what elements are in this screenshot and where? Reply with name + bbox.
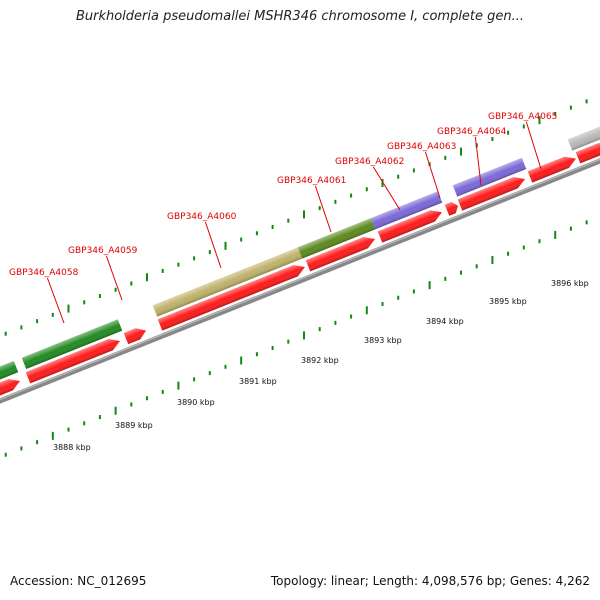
cds-arrow[interactable] [457, 173, 527, 211]
gene-leader-line [314, 185, 332, 233]
gene-label[interactable]: GBP346_A4059 [68, 246, 138, 256]
gene-leader-line [204, 221, 222, 269]
accession-text: Accession: NC_012695 [10, 574, 147, 588]
cds-arrow[interactable] [157, 261, 307, 331]
map-title: Burkholderia pseudomallei MSHR346 chromo… [75, 9, 525, 24]
gene-label[interactable]: GBP346_A4060 [167, 212, 237, 222]
gene-bar[interactable] [152, 247, 303, 317]
gene-leader-line [424, 151, 441, 199]
scale-label-layer: 3888 kbp 3889 kbp 3890 kbp 3891 kbp 3892 kbp… [53, 279, 589, 452]
gene-leader-line [525, 121, 542, 170]
summary-text: Topology: linear; Length: 4,098,576 bp; … [270, 574, 590, 588]
gene-bar[interactable] [567, 123, 600, 151]
scale-label: 3888 kbp [53, 443, 91, 452]
cds-arrow[interactable] [305, 233, 377, 272]
cds-arrow[interactable] [0, 375, 22, 399]
cds-arrow[interactable] [527, 153, 578, 183]
gene-leader-line [46, 277, 65, 324]
gene-label[interactable]: GBP346_A4062 [335, 157, 404, 167]
scale-label: 3894 kbp [426, 317, 464, 326]
gene-bar[interactable] [0, 361, 19, 383]
cds-arrow[interactable] [377, 207, 444, 243]
gene-bar[interactable] [21, 319, 123, 369]
gene-label[interactable]: GBP346_A4064 [437, 127, 507, 137]
gene-track [0, 123, 600, 383]
cds-arrow[interactable] [444, 200, 460, 216]
gene-leader-line [105, 255, 123, 301]
scale-label: 3892 kbp [301, 356, 339, 365]
cds-arrow[interactable] [123, 325, 148, 345]
backbone-layer [0, 158, 600, 404]
lower-tick-track [4, 220, 588, 457]
gene-bar[interactable] [370, 191, 443, 230]
upper-tick-track [4, 99, 588, 336]
scale-label: 3893 kbp [364, 336, 402, 345]
backbone-line [0, 158, 600, 404]
gene-label[interactable]: GBP346_A4063 [387, 142, 456, 152]
scale-label: 3891 kbp [239, 377, 277, 386]
scale-label: 3896 kbp [551, 279, 589, 288]
gene-label[interactable]: GBP346_A4058 [9, 268, 79, 278]
cds-track [0, 139, 600, 399]
gene-bar[interactable] [297, 218, 376, 259]
scale-label: 3890 kbp [177, 398, 215, 407]
scale-label: 3895 kbp [489, 297, 527, 306]
scale-label: 3889 kbp [115, 421, 153, 430]
cds-arrow[interactable] [25, 335, 122, 384]
gene-label[interactable]: GBP346_A4061 [277, 176, 346, 186]
gene-label-layer: GBP346_A4058 GBP346_A4059 GBP346_A4060 GBP3… [9, 112, 557, 324]
gene-bar[interactable] [452, 157, 527, 197]
cds-arrow[interactable] [575, 139, 600, 164]
gene-label[interactable]: GBP346_A4065 [488, 112, 557, 122]
gene-leader-line [372, 166, 401, 211]
backbone-highlight [0, 158, 600, 401]
gene-leader-line [474, 136, 482, 186]
